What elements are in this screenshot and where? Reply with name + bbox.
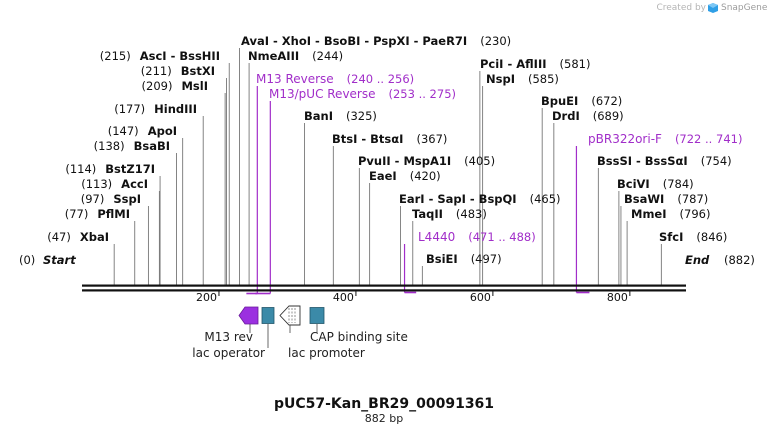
- end-label: End: [685, 253, 710, 267]
- site-position-nmeaiii: (244): [312, 49, 343, 63]
- site-name-bstxi[interactable]: BstXI: [181, 64, 215, 78]
- primer-name-m13-puc-reverse[interactable]: M13/pUC Reverse: [269, 87, 376, 101]
- axis-tick-label-600: 600: [470, 291, 491, 304]
- site-name-bsawi[interactable]: BsaWI: [624, 192, 664, 206]
- primer-range-m13-puc-reverse: (253 .. 275): [389, 87, 457, 101]
- site-name-asci-bsshii[interactable]: AscI - BssHII: [140, 49, 220, 63]
- site-name-bstz17i[interactable]: BstZ17I: [105, 162, 155, 176]
- site-position-eaei: (420): [410, 169, 441, 183]
- site-name-pvuii-mspa1i[interactable]: PvuII - MspA1I: [358, 154, 451, 168]
- site-name-msli[interactable]: MslI: [181, 79, 208, 93]
- site-name-bsabi[interactable]: BsaBI: [134, 139, 170, 153]
- site-name-nmeaiii[interactable]: NmeAIII: [248, 49, 299, 63]
- end-position: (882): [724, 253, 755, 267]
- feature-label-m13-rev: M13 rev: [204, 330, 253, 344]
- site-position-bstxi: (211): [141, 64, 172, 78]
- site-position-eari-sapi-bspqi: (465): [530, 192, 561, 206]
- site-position-bsiei: (497): [471, 252, 502, 266]
- site-position-pflmi: (77): [65, 207, 89, 221]
- feature-track: [238, 305, 325, 348]
- primer-pbr322ori-f[interactable]: [575, 146, 590, 294]
- site-name-bcivi[interactable]: BciVI: [617, 177, 650, 191]
- primer-labels: M13 Reverse (240 .. 256)M13/pUC Reverse (2…: [256, 72, 742, 244]
- site-name-eari-sapi-bspqi[interactable]: EarI - SapI - BspQI: [399, 192, 517, 206]
- site-position-asci-bsshii: (215): [100, 49, 131, 63]
- map-title: pUC57-Kan_BR29_00091361: [274, 396, 494, 412]
- site-position-bpuei: (672): [591, 94, 622, 108]
- site-name-eaei[interactable]: EaeI: [369, 169, 397, 183]
- site-position-msli: (209): [142, 79, 173, 93]
- site-name-nspi[interactable]: NspI: [486, 72, 515, 86]
- m13-rev-arrow-icon[interactable]: [238, 306, 259, 325]
- site-name-bpuei[interactable]: BpuEI: [541, 94, 578, 108]
- sequence-length: 882 bp: [365, 412, 403, 425]
- site-position-pcii-afliii: (581): [560, 57, 591, 71]
- site-position-bani: (325): [346, 109, 377, 123]
- site-position-sspi: (97): [81, 192, 105, 206]
- feature-label-lac-promoter: lac promoter: [288, 346, 365, 360]
- site-position-mmei: (796): [680, 207, 711, 221]
- brand-text: SnapGene: [721, 3, 768, 13]
- feature-label-lac-operator: lac operator: [192, 346, 265, 360]
- site-name-pcii-afliii[interactable]: PciI - AflIII: [480, 57, 547, 71]
- site-name-acci[interactable]: AccI: [121, 177, 148, 191]
- lac-promoter-arrow-icon[interactable]: [279, 305, 301, 326]
- site-position-taqii: (483): [456, 207, 487, 221]
- primer-name-m13-reverse[interactable]: M13 Reverse: [256, 72, 334, 86]
- site-name-bani[interactable]: BanI: [304, 109, 333, 123]
- credit-text: Created by: [656, 3, 706, 13]
- axis-tick-label-400: 400: [333, 291, 354, 304]
- site-name-sfci[interactable]: SfcI: [659, 230, 683, 244]
- start-position: (0): [19, 253, 35, 267]
- site-position-drdi: (689): [593, 109, 624, 123]
- primer-range-m13-reverse: (240 .. 256): [347, 72, 415, 86]
- lac-operator-box[interactable]: [261, 307, 275, 324]
- axis: 200 400 600 800: [196, 291, 631, 304]
- site-name-taqii[interactable]: TaqII: [412, 207, 443, 221]
- site-name-mmei[interactable]: MmeI: [631, 207, 667, 221]
- site-position-bsabi: (138): [94, 139, 125, 153]
- start-label: Start: [43, 253, 76, 267]
- site-position-btsi-bts-i: (367): [416, 132, 447, 146]
- feature-label-cap-binding-site: CAP binding site: [310, 330, 408, 344]
- site-name-sspi[interactable]: SspI: [113, 192, 141, 206]
- site-position-hindiii: (177): [114, 102, 145, 116]
- site-name-bsiei[interactable]: BsiEI: [426, 252, 458, 266]
- primer-m13-reverse[interactable]: [246, 86, 258, 295]
- site-name-btsi-bts-i[interactable]: BtsI - BtsαI: [332, 132, 403, 146]
- primer-range-pbr322ori-f: (722 .. 741): [675, 132, 743, 146]
- site-position-bsssi-bsss-i: (754): [701, 154, 732, 168]
- primer-range-l4440: (471 .. 488): [468, 230, 536, 244]
- site-position-bcivi: (784): [663, 177, 694, 191]
- primer-l4440[interactable]: [403, 244, 417, 294]
- axis-tick-label-200: 200: [196, 291, 217, 304]
- site-name-avai-xhoi-bsobi-pspxi-paer7i[interactable]: AvaI - XhoI - BsoBI - PspXI - PaeR7I: [241, 34, 467, 48]
- site-name-hindiii[interactable]: HindIII: [154, 102, 197, 116]
- site-position-avai-xhoi-bsobi-pspxi-paer7i: (230): [480, 34, 511, 48]
- site-position-apoi: (147): [108, 124, 139, 138]
- cap-binding-site-box[interactable]: [309, 307, 325, 324]
- primer-name-pbr322ori-f[interactable]: pBR322ori-F: [588, 132, 662, 146]
- primer-m13-puc-reverse[interactable]: [255, 101, 271, 295]
- site-name-xbai[interactable]: XbaI: [80, 230, 109, 244]
- site-position-bsawi: (787): [677, 192, 708, 206]
- site-position-nspi: (585): [528, 72, 559, 86]
- site-name-apoi[interactable]: ApoI: [148, 124, 177, 138]
- site-position-acci: (113): [81, 177, 112, 191]
- axis-tick-label-800: 800: [607, 291, 628, 304]
- site-position-sfci: (846): [696, 230, 727, 244]
- site-position-pvuii-mspa1i: (405): [464, 154, 495, 168]
- site-name-bsssi-bsss-i[interactable]: BssSI - BssSαI: [597, 154, 688, 168]
- primer-marks: [246, 86, 590, 295]
- site-position-bstz17i: (114): [65, 162, 96, 176]
- dna-backbone: [82, 284, 686, 292]
- site-lines: [113, 48, 662, 285]
- site-name-pflmi[interactable]: PflMI: [97, 207, 130, 221]
- primer-name-l4440[interactable]: L4440: [418, 230, 455, 244]
- site-position-xbai: (47): [47, 230, 71, 244]
- snapgene-logo-icon: [708, 3, 718, 13]
- site-name-drdi[interactable]: DrdI: [552, 109, 580, 123]
- site-labels: XbaI (47) PflMI (77) SspI (97) AccI (113)BstZ17…: [47, 34, 731, 266]
